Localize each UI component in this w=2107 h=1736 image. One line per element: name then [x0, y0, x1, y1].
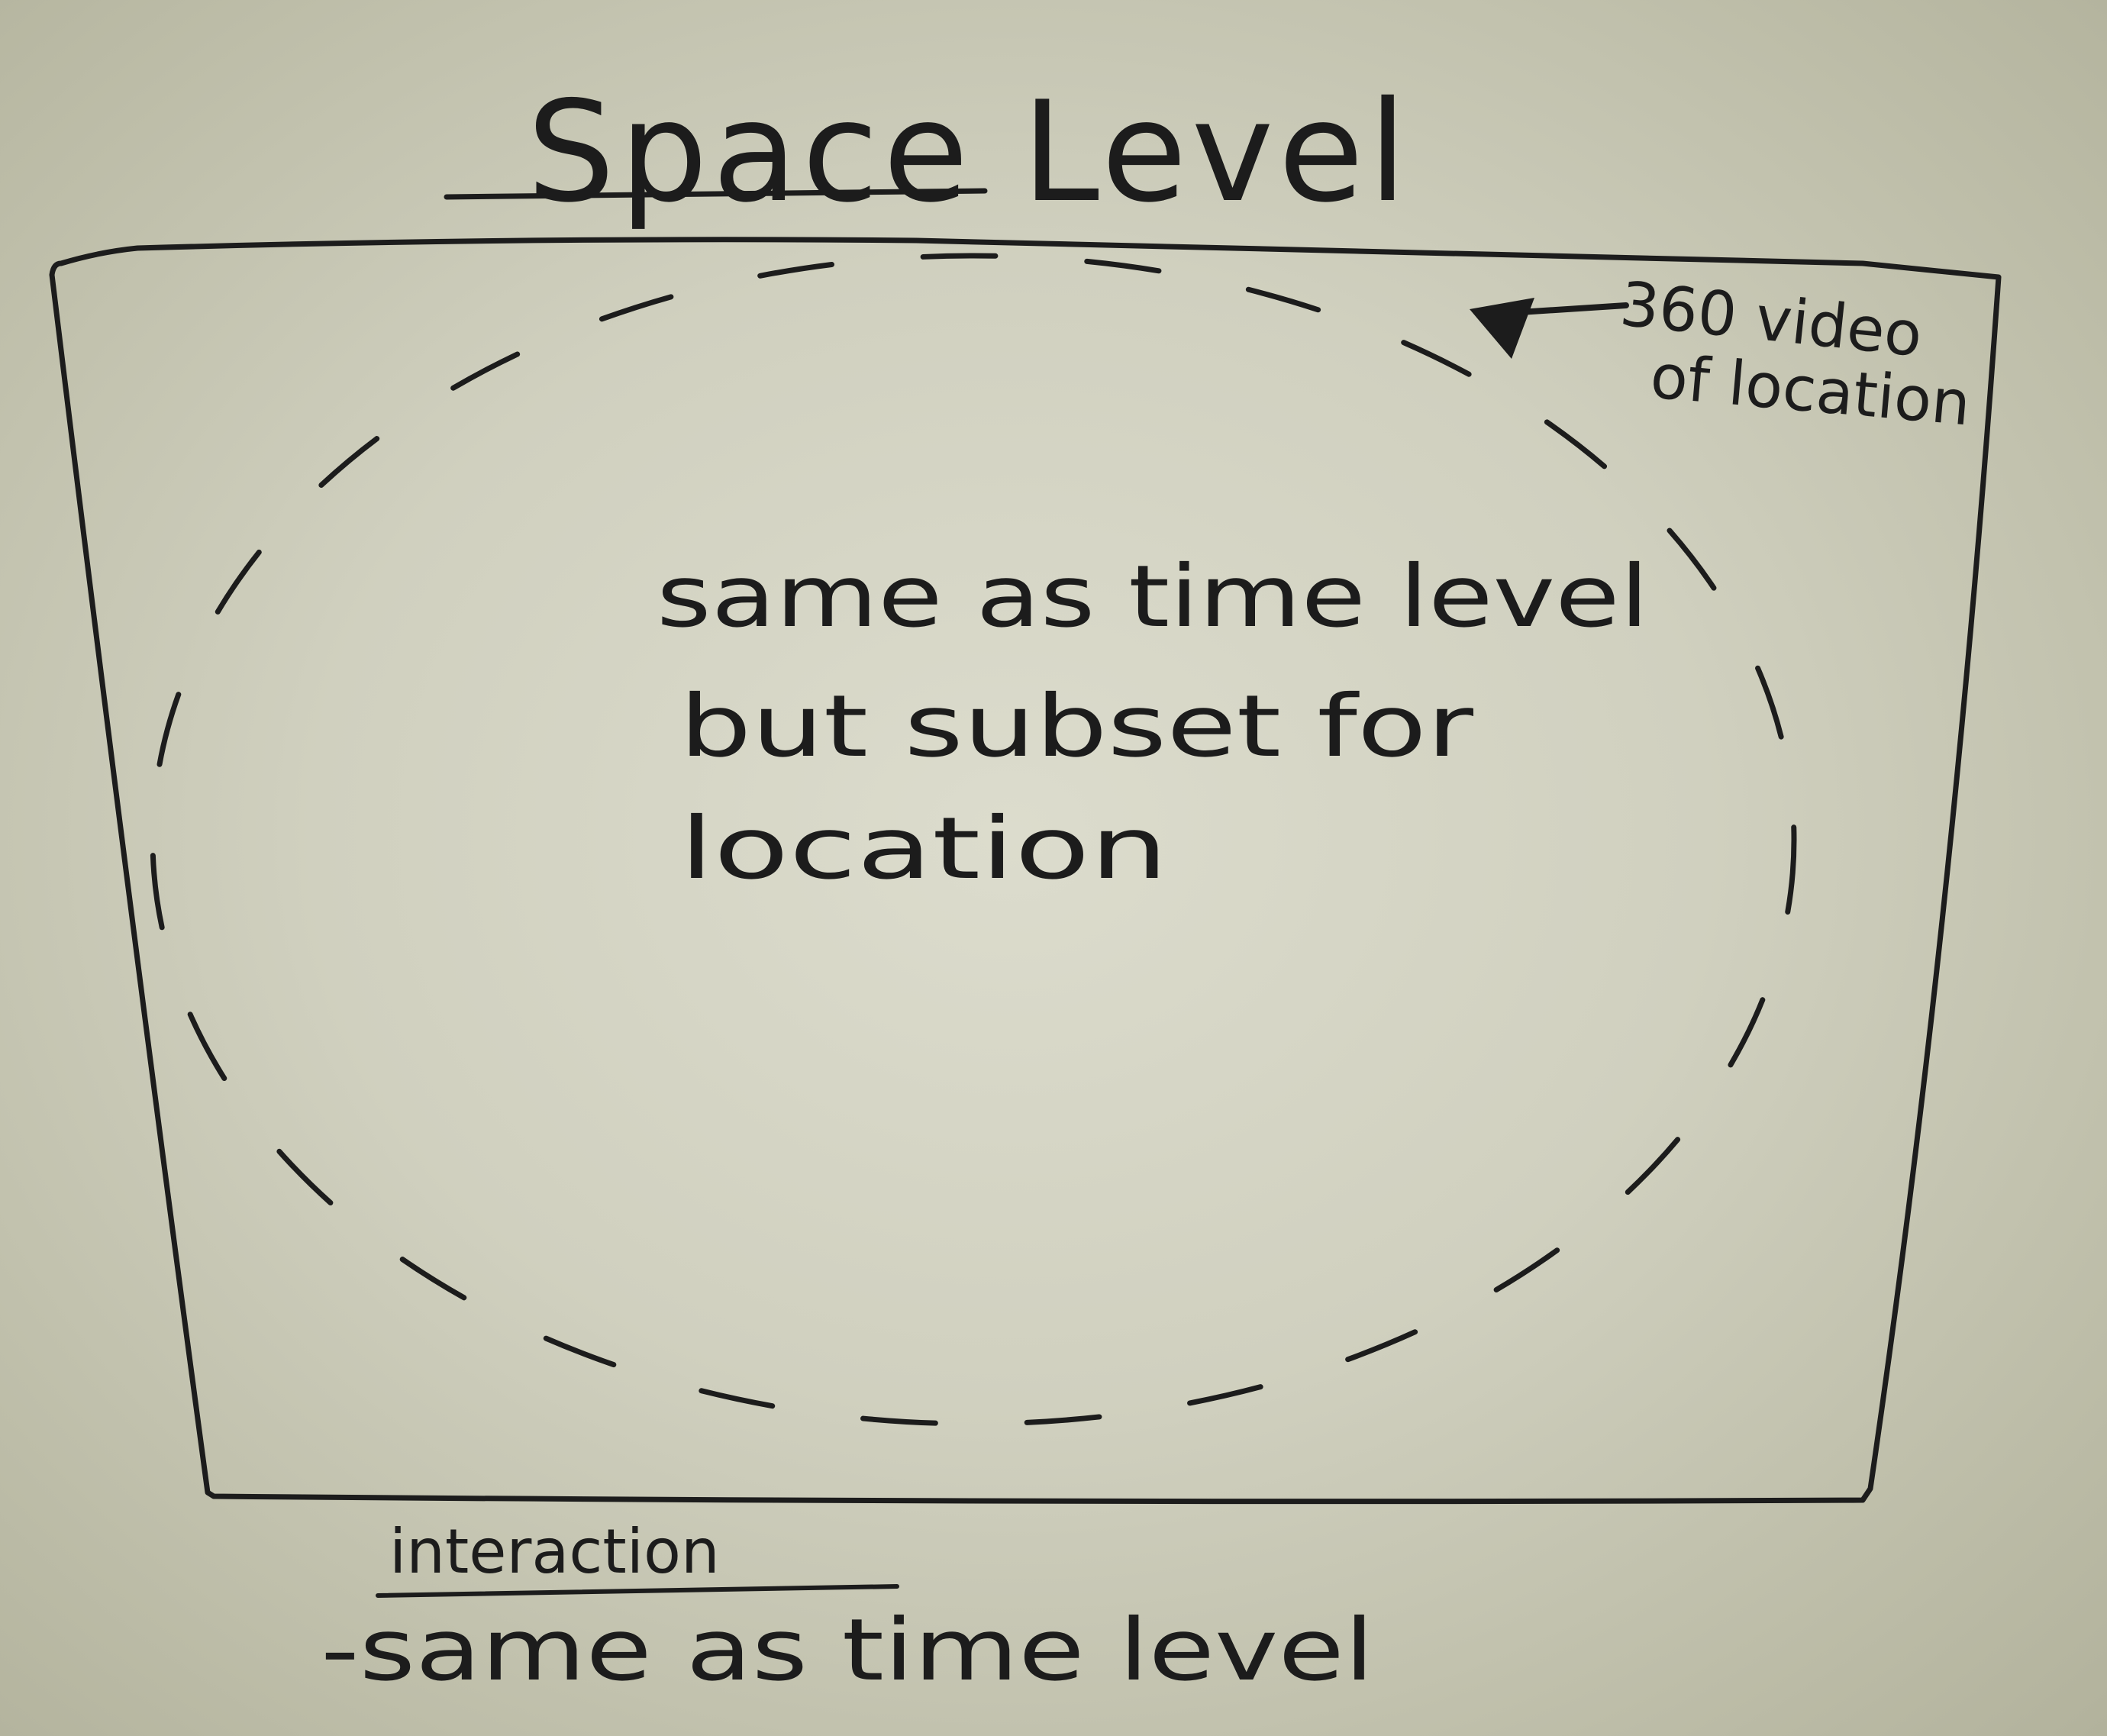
video-360-region	[150, 253, 1797, 1427]
screen-frame	[49, 237, 2002, 1505]
interaction-item: -same as time level	[321, 1601, 1374, 1700]
description-line-1: same as time level	[657, 547, 1649, 647]
title-underline	[444, 188, 988, 200]
description-line-3: location	[679, 799, 1168, 899]
interaction-heading-underline	[376, 1584, 899, 1598]
video-note-line-2: of location	[1647, 340, 1973, 439]
description-line-2: but subset for	[679, 677, 1474, 776]
page-title: Space Level	[527, 71, 1412, 233]
interaction-heading: interaction	[389, 1516, 720, 1587]
arrowhead-icon	[1470, 298, 1534, 359]
